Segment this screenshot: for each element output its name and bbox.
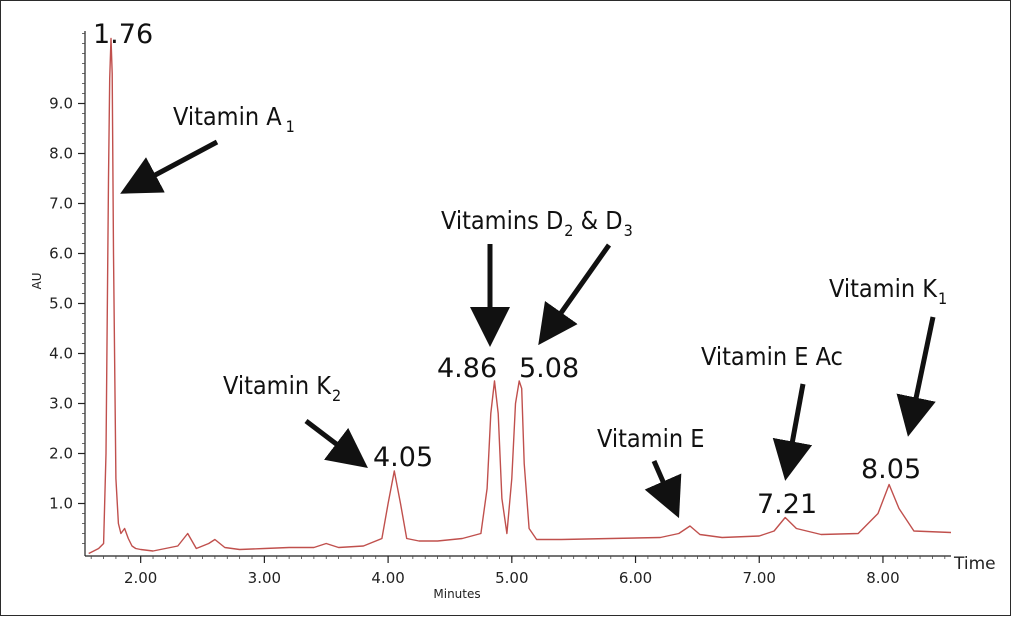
y-tick-label: 6.0 [49,245,73,263]
x-tick-label: 8.00 [866,569,899,587]
x-tick-labels: 2.00 3.00 4.00 5.00 6.00 7.00 8.00 [124,556,900,587]
label-vitamins-d2-d3: Vitamins D2 & D3 [441,206,633,240]
x-tick-label: 7.00 [743,569,776,587]
x-tick-label: 2.00 [124,569,157,587]
peak-label-5-08: 5.08 [519,353,579,384]
label-vitamin-e-ac: Vitamin E Ac [701,342,843,371]
label-vitamin-e: Vitamin E [597,424,704,453]
y-tick-label: 8.0 [49,145,73,163]
x-axis-title: Minutes [433,587,480,601]
arrow-vitamin-e [644,459,682,519]
y-tick-label: 2.0 [49,445,73,463]
peak-retention-labels: 1.76 4.05 4.86 5.08 7.21 8.05 [93,19,921,520]
peak-label-4-86: 4.86 [437,353,497,384]
x-minor-ticks [90,556,946,559]
axes: 1.0 2.0 3.0 4.0 5.0 6.0 7.0 8.0 9.0 2.00 3.00 4.00… [49,31,951,587]
arrow-vitamin-e-ac [772,383,813,481]
annotation-arrows [120,139,936,519]
x-tick-label: 3.00 [248,569,281,587]
x-axis-time-label: Time [953,554,996,574]
y-tick-label: 4.0 [49,345,73,363]
y-tick-label: 1.0 [49,495,73,513]
y-tick-label: 9.0 [49,95,73,113]
label-vitamin-k2: Vitamin K2 [223,371,341,405]
arrow-vitamin-d3 [538,243,612,346]
y-tick-label: 5.0 [49,295,73,313]
peak-label-4-05: 4.05 [373,442,433,473]
label-vitamin-k1: Vitamin K1 [829,274,947,308]
y-tick-label: 7.0 [49,195,73,213]
arrow-vitamin-k2 [304,419,368,469]
peak-label-8-05: 8.05 [861,454,921,485]
y-tick-labels: 1.0 2.0 3.0 4.0 5.0 6.0 7.0 8.0 9.0 [49,95,85,513]
arrow-vitamin-a1 [120,139,219,194]
y-axis-title: AU [30,273,44,290]
peak-label-1-76: 1.76 [93,19,153,50]
peak-label-7-21: 7.21 [757,489,817,520]
arrow-vitamin-k1 [896,316,936,437]
chromatogram-trace [88,37,952,555]
x-tick-label: 6.00 [619,569,652,587]
x-tick-label: 5.00 [495,569,528,587]
y-tick-label: 3.0 [49,395,73,413]
x-tick-label: 4.00 [371,569,404,587]
